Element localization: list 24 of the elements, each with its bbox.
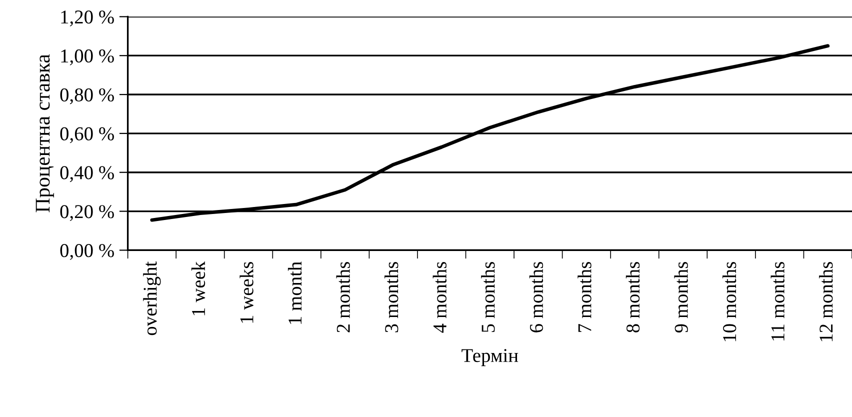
x-tick-label: 1 weeks xyxy=(240,262,254,323)
x-tick-label: 9 months xyxy=(674,262,688,333)
x-tick-label: 5 months xyxy=(481,262,495,332)
y-tick-label: 1,00 % xyxy=(61,49,114,66)
y-tick-label: 1,20 % xyxy=(61,10,114,26)
y-tick-label: 0,00 % xyxy=(60,244,114,260)
y-tick-label: 0,20 % xyxy=(60,205,114,222)
x-tick-label: 7 months xyxy=(578,262,592,332)
y-axis-title: Процентна ставка xyxy=(36,54,54,212)
y-tick-label: 0,40 % xyxy=(60,166,114,182)
x-tick-label: 2 months xyxy=(336,262,350,332)
x-tick-label: 6 months xyxy=(529,262,544,332)
x-tick-label: 12 months xyxy=(819,262,833,342)
x-tick-label: 11 months xyxy=(770,262,784,340)
x-axis-title: Термін xyxy=(462,349,518,366)
x-tick-label: 10 months xyxy=(722,262,736,342)
x-tick-label: 4 months xyxy=(432,262,446,333)
x-tick-label: 8 months xyxy=(626,262,640,332)
y-tick-label: 0,60 % xyxy=(60,127,114,144)
x-tick-label: overhight xyxy=(143,261,161,336)
x-tick-label: 1 week xyxy=(191,261,206,316)
y-tick-label: 0,80 % xyxy=(60,88,114,104)
x-tick-label: 3 months xyxy=(384,262,398,332)
x-tick-label: 1 month xyxy=(288,262,302,324)
